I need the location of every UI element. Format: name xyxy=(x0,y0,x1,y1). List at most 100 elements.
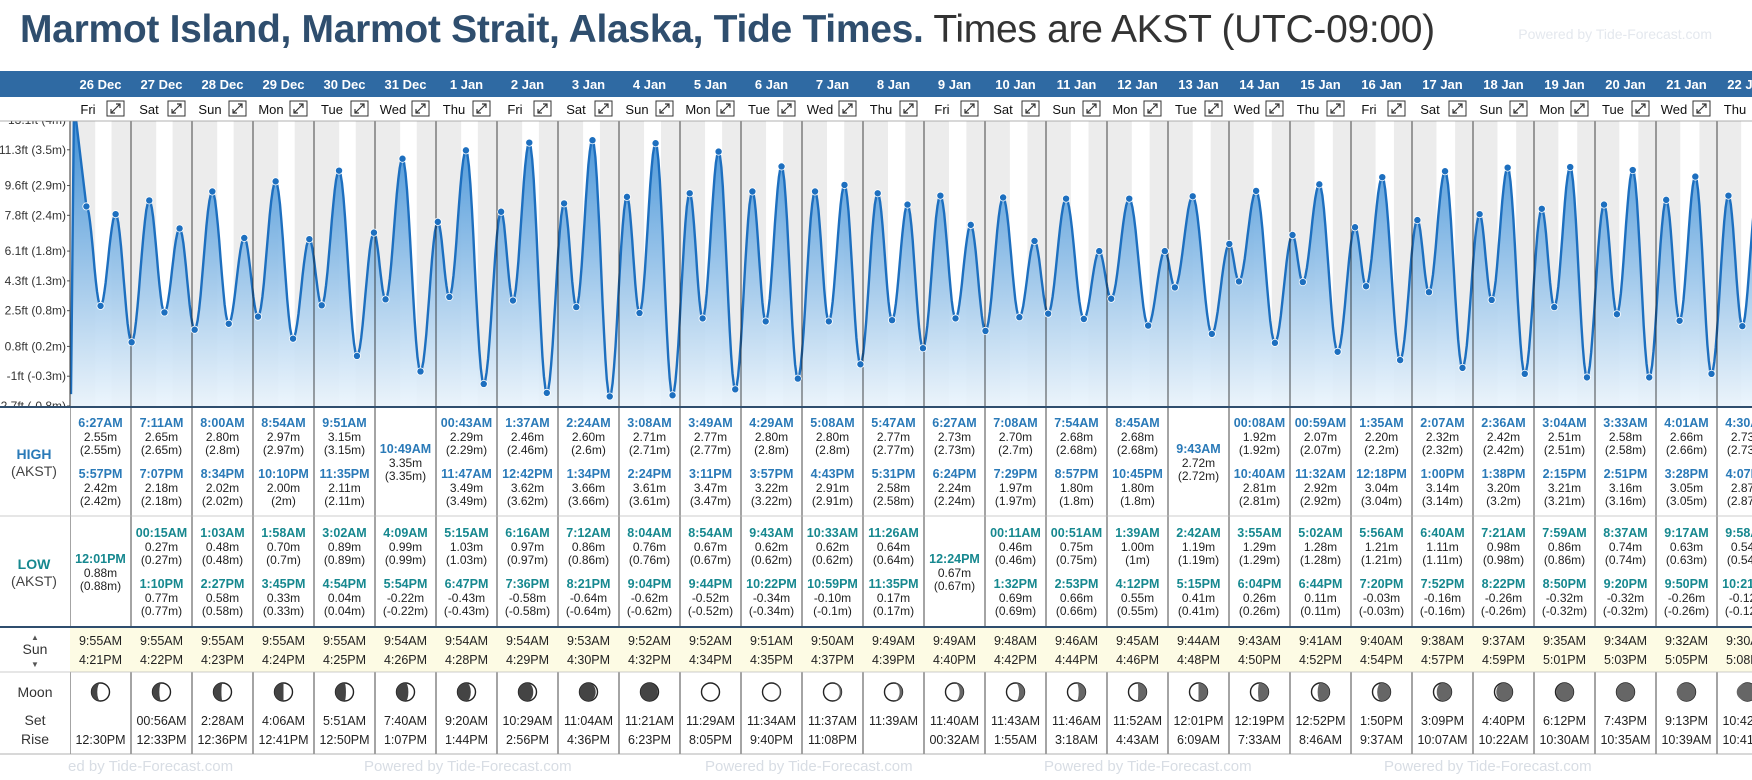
high-tide-time: 7:08AM xyxy=(993,416,1037,430)
low-tide-metric: (-0.12m) xyxy=(1725,604,1752,618)
tide-point xyxy=(714,147,723,156)
low-tide-time: 1:10PM xyxy=(140,577,184,591)
footer-watermark: Powered by Tide-Forecast.com xyxy=(705,758,913,775)
weekday-label: Sat xyxy=(993,102,1013,117)
sunset-time: 4:30PM xyxy=(567,653,610,667)
high-tide-metric: (2.87m) xyxy=(1727,494,1752,508)
high-tide-height: 2.02m xyxy=(206,481,239,495)
tide-point xyxy=(1600,200,1609,209)
moon-shadow xyxy=(396,683,409,701)
high-tide-time: 4:30AM xyxy=(1725,416,1752,430)
high-tide-time: 4:29AM xyxy=(749,416,793,430)
low-tide-height: 1.00m xyxy=(1121,540,1154,554)
footer-watermark: ed by Tide-Forecast.com xyxy=(68,758,234,775)
low-tide-metric: (1.19m) xyxy=(1178,553,1219,567)
low-tide-metric: (0.04m) xyxy=(324,604,365,618)
tide-point xyxy=(508,296,517,305)
high-tide-time: 1:37AM xyxy=(505,416,549,430)
low-tide-time: 7:20PM xyxy=(1360,577,1404,591)
high-tide-metric: (3.66m) xyxy=(568,494,609,508)
low-tide-time: 6:40AM xyxy=(1420,526,1464,540)
high-tide-metric: (3.62m) xyxy=(507,494,548,508)
high-tide-height: 3.62m xyxy=(511,481,544,495)
tide-point xyxy=(1207,329,1216,338)
high-tide-time: 6:27AM xyxy=(78,416,122,430)
low-tide-metric: (1.28m) xyxy=(1300,553,1341,567)
low-tide-time: 2:53PM xyxy=(1055,577,1099,591)
tide-line xyxy=(70,120,1752,400)
high-tide-height: 3.61m xyxy=(633,481,666,495)
sunrise-time: 9:55AM xyxy=(79,634,122,648)
moonrise-time: 12:33PM xyxy=(136,733,186,747)
low-tide-height: -0.64m xyxy=(570,591,607,605)
moon-shadow xyxy=(1317,683,1330,701)
high-tide-time: 2:07AM xyxy=(1420,416,1464,430)
high-tide-height: 3.14m xyxy=(1426,481,1459,495)
tide-point xyxy=(999,193,1008,202)
low-tide-height: 0.41m xyxy=(1182,591,1215,605)
moonset-time: 11:39AM xyxy=(869,714,918,728)
sunset-time: 4:22PM xyxy=(140,653,183,667)
tide-point xyxy=(1628,166,1637,175)
high-tide-metric: (2.7m) xyxy=(998,443,1033,457)
high-tide-metric: (2.8m) xyxy=(205,443,240,457)
tide-point xyxy=(1566,163,1575,172)
high-row-tz: (AKST) xyxy=(11,463,57,479)
tide-point xyxy=(240,233,249,242)
high-tide-metric: (2m) xyxy=(271,494,296,508)
moon-shadow xyxy=(1736,683,1752,701)
tide-point xyxy=(111,210,120,219)
low-tide-height: 0.77m xyxy=(145,591,178,605)
weekday-label: Fri xyxy=(1361,102,1376,117)
high-tide-height: 2.80m xyxy=(816,430,849,444)
moonrise-time: 4:36PM xyxy=(567,733,610,747)
low-tide-time: 11:35PM xyxy=(868,577,918,591)
high-tide-metric: (2.81m) xyxy=(1239,494,1280,508)
low-tide-metric: (-0.32m) xyxy=(1542,604,1587,618)
date-label: 21 Jan xyxy=(1666,77,1707,92)
high-tide-metric: (2.71m) xyxy=(629,443,670,457)
high-tide-time: 3:11PM xyxy=(689,467,732,481)
tide-point xyxy=(305,235,314,244)
low-tide-metric: (-0.16m) xyxy=(1420,604,1465,618)
high-tide-metric: (2.42m) xyxy=(1483,443,1524,457)
high-tide-metric: (2.51m) xyxy=(1544,443,1585,457)
sunrise-time: 9:54AM xyxy=(445,634,488,648)
moonrise-time: 8:46AM xyxy=(1299,733,1342,747)
expand-icon-arrow xyxy=(1086,103,1097,114)
tide-point xyxy=(525,138,534,147)
weekday-label: Wed xyxy=(1234,102,1261,117)
high-tide-metric: (1.92m) xyxy=(1239,443,1280,457)
high-tide-time: 3:57PM xyxy=(750,467,794,481)
sunrise-time: 9:43AM xyxy=(1238,634,1281,648)
moonset-time: 11:21AM xyxy=(625,714,674,728)
moonrise-time: 1:44PM xyxy=(445,733,488,747)
low-tide-height: -0.16m xyxy=(1424,591,1461,605)
tide-point xyxy=(588,136,597,145)
low-tide-metric: (1.03m) xyxy=(446,553,487,567)
high-tide-height: 2.07m xyxy=(1304,430,1337,444)
high-tide-metric: (2.65m) xyxy=(141,443,182,457)
high-tide-time: 3:08AM xyxy=(627,416,671,430)
low-tide-time: 6:44PM xyxy=(1299,577,1343,591)
moonrise-time: 6:09AM xyxy=(1177,733,1220,747)
y-tick-label: 11.3ft (3.5m) xyxy=(0,143,66,157)
high-tide-time: 7:54AM xyxy=(1054,416,1098,430)
high-tide-metric: (2.91m) xyxy=(812,494,853,508)
date-label: 16 Jan xyxy=(1361,77,1402,92)
low-tide-metric: (0.54m) xyxy=(1727,553,1752,567)
tide-point xyxy=(1487,295,1496,304)
high-tide-height: 2.68m xyxy=(1121,430,1154,444)
high-tide-metric: (2.32m) xyxy=(1422,443,1463,457)
tide-point xyxy=(335,166,344,175)
moonset-time: 12:19PM xyxy=(1234,714,1284,728)
low-tide-time: 8:37AM xyxy=(1603,526,1647,540)
date-label: 2 Jan xyxy=(511,77,544,92)
high-tide-height: 2.46m xyxy=(511,430,544,444)
moonrise-time: 12:36PM xyxy=(197,733,247,747)
low-tide-height: 0.33m xyxy=(267,591,300,605)
expand-icon-arrow xyxy=(1330,103,1341,114)
weekday-label: Fri xyxy=(934,102,949,117)
low-tide-height: 0.11m xyxy=(1304,591,1336,605)
date-label: 31 Dec xyxy=(385,77,427,92)
